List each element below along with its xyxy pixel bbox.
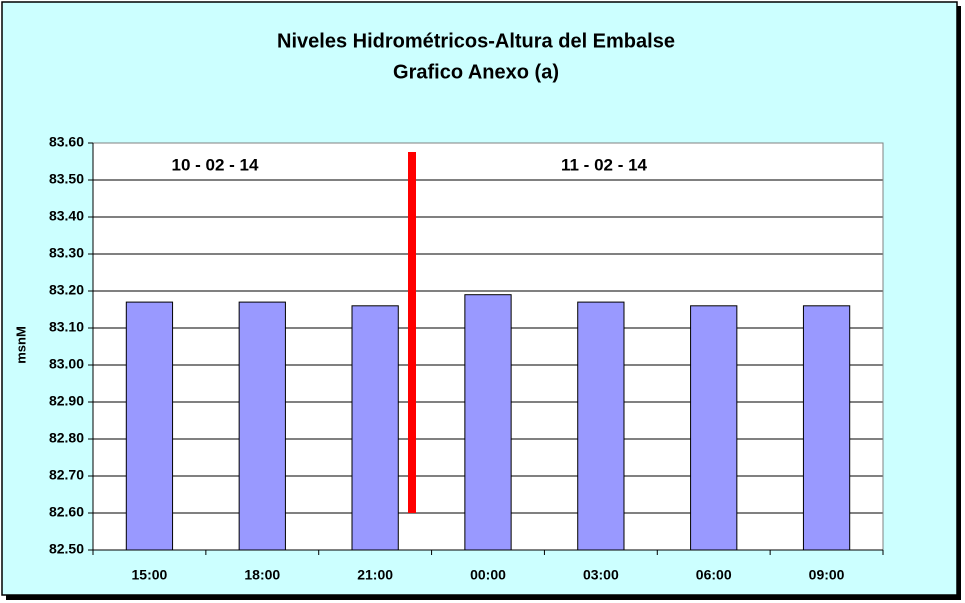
bar <box>802 305 851 551</box>
y-tick-label: 83.30 <box>49 245 84 261</box>
y-tick-label: 82.90 <box>49 393 84 409</box>
chart-title: Niveles Hidrométricos-Altura del Embalse <box>277 30 675 52</box>
x-tick-label: 06:00 <box>696 567 732 583</box>
x-tick-label: 03:00 <box>583 567 619 583</box>
bar <box>464 294 512 551</box>
date-annotation: 10 - 02 - 14 <box>172 155 259 174</box>
y-tick-label: 83.20 <box>49 282 84 298</box>
y-tick-label: 82.60 <box>49 504 84 520</box>
y-tick-label: 82.80 <box>49 430 84 446</box>
y-tick-label: 83.00 <box>49 356 84 372</box>
y-tick-label: 82.70 <box>49 467 84 483</box>
bar <box>125 301 174 551</box>
bar <box>238 301 286 551</box>
y-tick-label: 83.60 <box>49 134 84 150</box>
date-annotation: 11 - 02 - 14 <box>561 155 648 174</box>
y-tick-label: 83.10 <box>49 319 84 335</box>
bar <box>577 301 625 551</box>
x-tick-label: 21:00 <box>357 567 393 583</box>
bars <box>125 294 851 551</box>
x-tick-label: 09:00 <box>809 567 845 583</box>
chart-subtitle: Grafico Anexo (a) <box>393 61 559 83</box>
y-tick-label: 82.50 <box>49 541 84 557</box>
bar <box>690 305 738 551</box>
x-tick-label: 00:00 <box>470 567 506 583</box>
x-tick-label: 18:00 <box>244 567 280 583</box>
bar <box>351 305 399 551</box>
y-axis-title: msnM <box>13 326 28 364</box>
x-tick-label: 15:00 <box>132 567 168 583</box>
y-tick-label: 83.40 <box>49 208 84 224</box>
y-tick-label: 83.50 <box>49 171 84 187</box>
